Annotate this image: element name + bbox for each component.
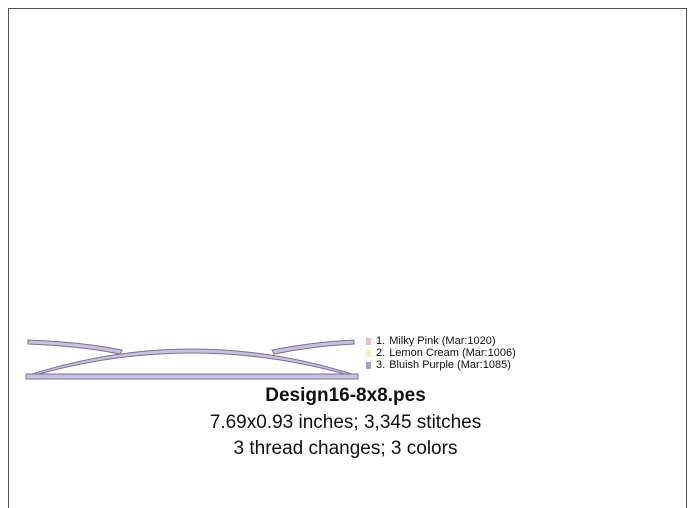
thread-number: 2.: [376, 347, 386, 359]
design-filename: Design16-8x8.pes: [265, 385, 426, 406]
left-swoop-stitch: [27, 339, 123, 355]
design-thread-summary: 3 thread changes; 3 colors: [233, 438, 458, 459]
thread-label: Milky Pink (Mar:1020): [389, 335, 496, 347]
thread-swatch: [366, 349, 371, 357]
legend-item: 1. Milky Pink (Mar:1020): [366, 335, 516, 347]
design-canvas: [8, 8, 687, 508]
thread-swatch: [366, 361, 371, 369]
thread-number: 1.: [376, 335, 386, 347]
thread-label: Bluish Purple (Mar:1085): [389, 359, 511, 371]
thread-legend: 1. Milky Pink (Mar:1020) 2. Lemon Cream …: [366, 335, 516, 371]
legend-item: 2. Lemon Cream (Mar:1006): [366, 347, 516, 359]
thread-label: Lemon Cream (Mar:1006): [389, 347, 516, 359]
right-swoop-stitch: [271, 339, 355, 355]
design-dimensions: 7.69x0.93 inches; 3,345 stitches: [209, 412, 482, 433]
legend-item: 3. Bluish Purple (Mar:1085): [366, 359, 516, 371]
arch-stitch: [25, 348, 359, 377]
base-bar-stitch: [25, 373, 359, 380]
thread-number: 3.: [376, 359, 386, 371]
thread-swatch: [366, 337, 371, 345]
embroidery-preview: [25, 339, 359, 380]
